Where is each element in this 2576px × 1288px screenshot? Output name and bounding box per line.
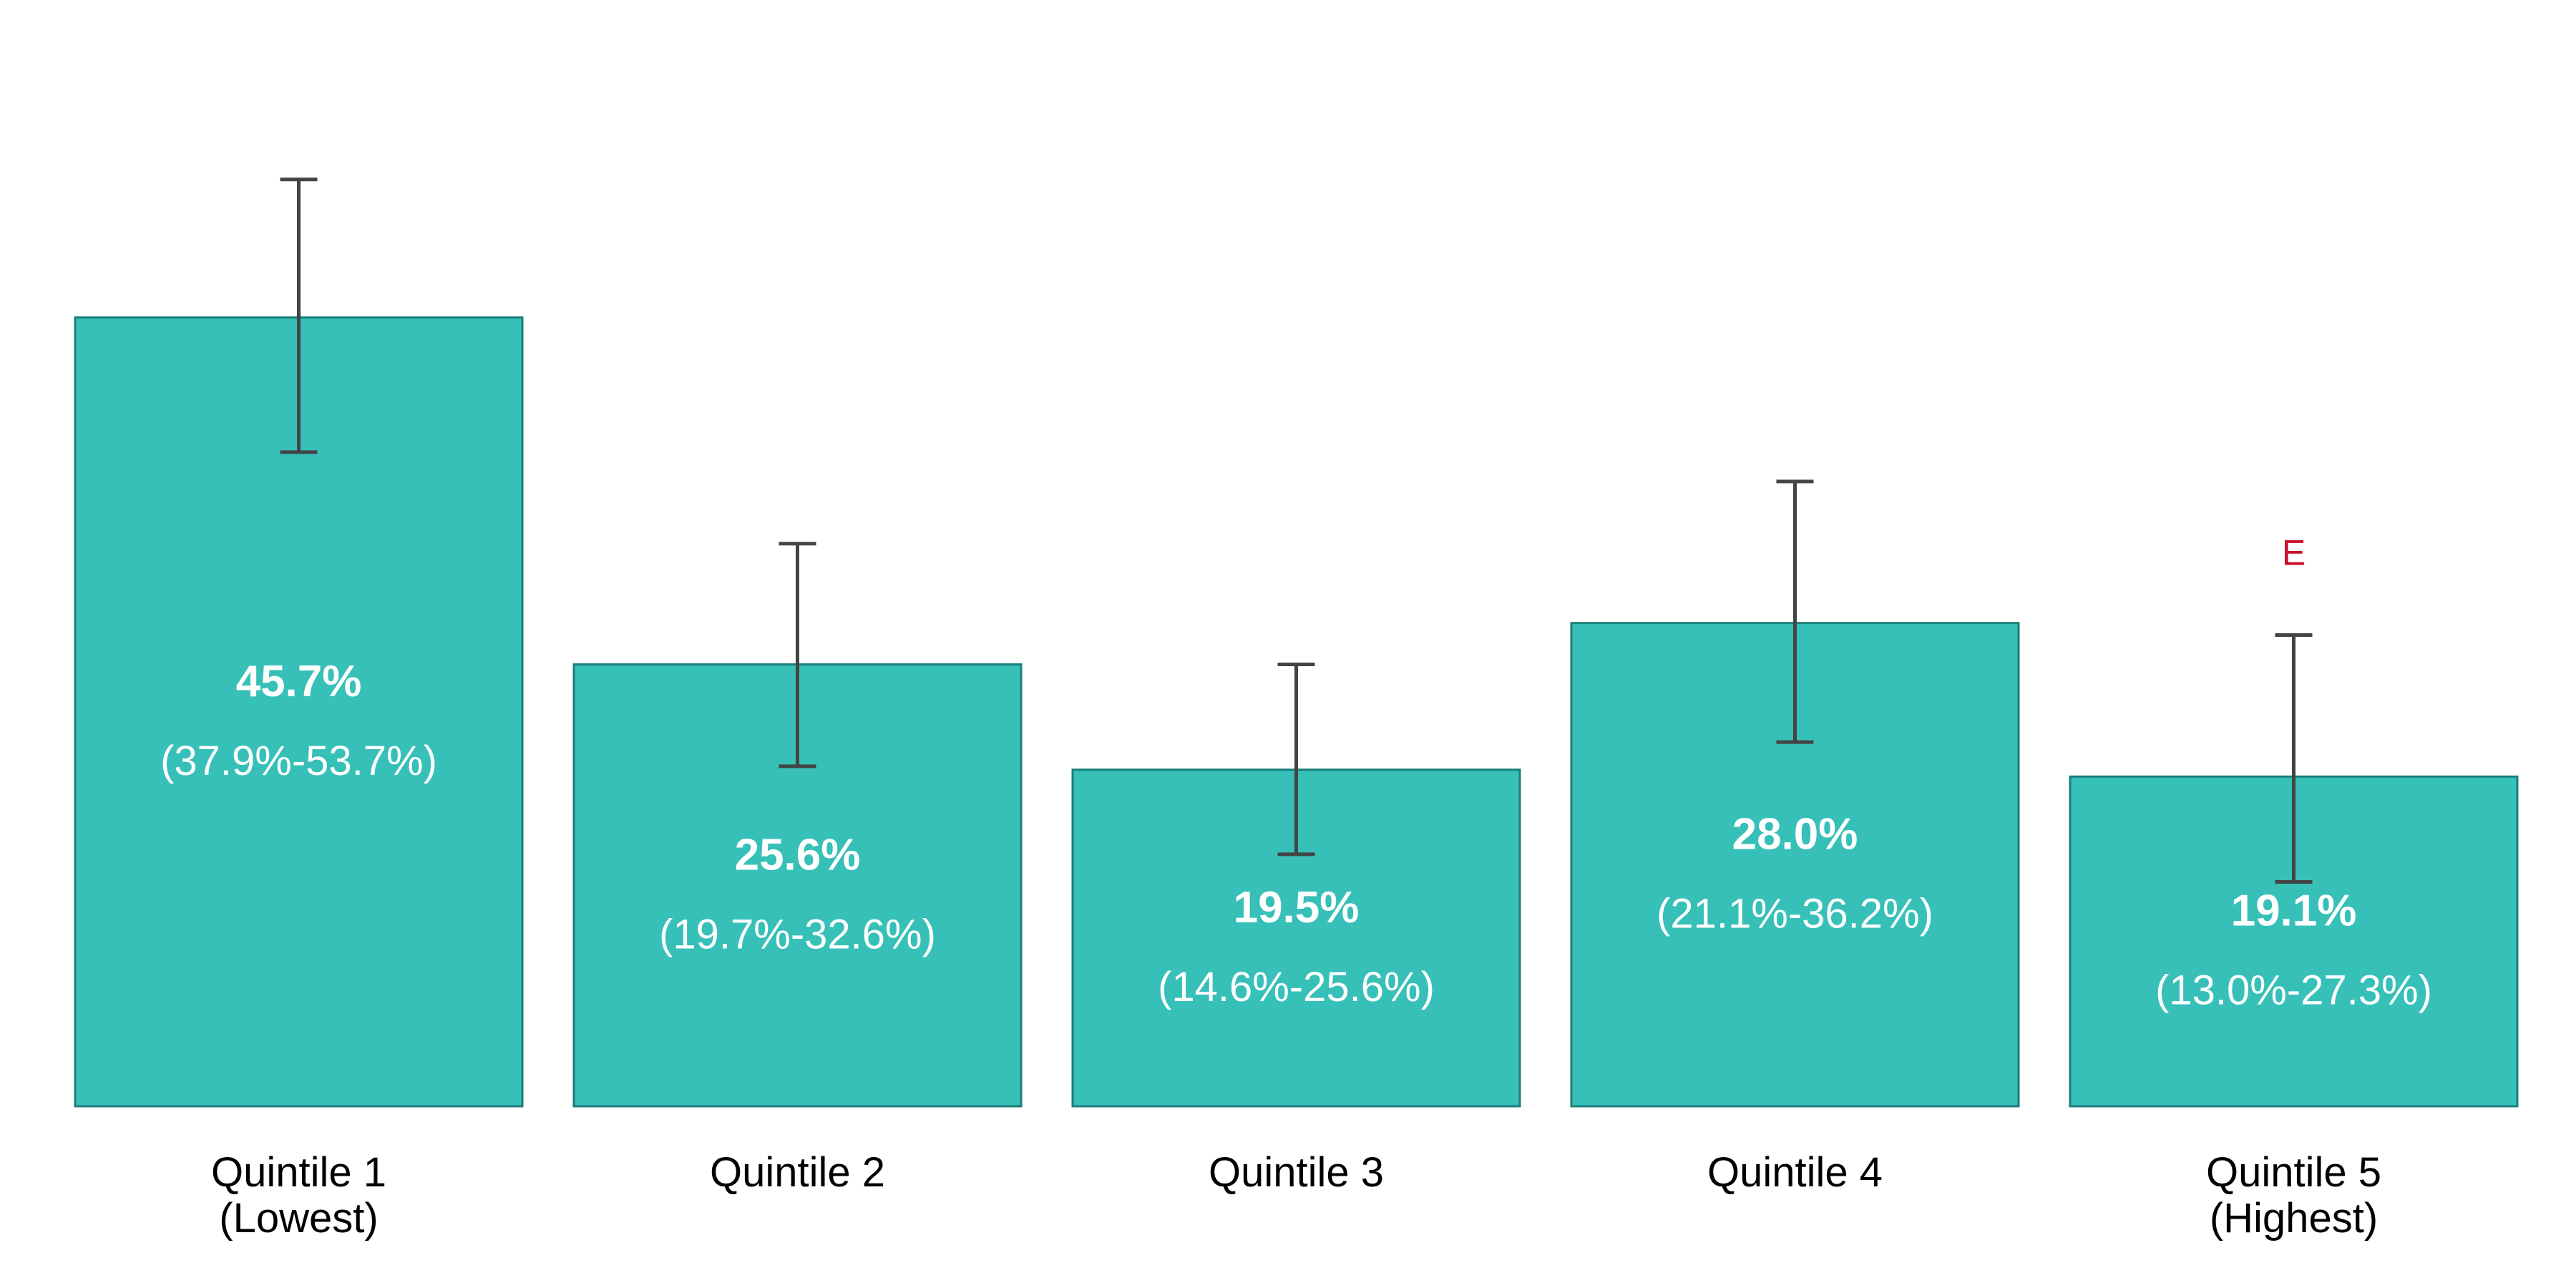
value-label-1: 45.7% — [236, 657, 362, 706]
category-label-2: Quintile 2 — [710, 1149, 885, 1196]
error-bar-1 — [280, 177, 318, 454]
value-label-3: 19.5% — [1234, 883, 1360, 932]
value-label-5: 19.1% — [2231, 887, 2357, 936]
data-labels-group: 45.7% (37.9%-53.7%) 25.6% (19.7%-32.6%) 19.5… — [160, 533, 2432, 1014]
ci-label-4: (21.1%-36.2%) — [1657, 890, 1933, 937]
category-label-1: Quintile 1 — [211, 1149, 386, 1196]
category-label-4: Quintile 4 — [1707, 1149, 1883, 1196]
value-label-4: 28.0% — [1732, 809, 1858, 859]
ci-label-3: (14.6%-25.6%) — [1158, 964, 1435, 1010]
category-label-3: Quintile 3 — [1209, 1149, 1384, 1196]
error-bar-4 — [1776, 479, 1814, 744]
error-bar-2 — [779, 542, 816, 769]
value-label-2: 25.6% — [735, 830, 861, 879]
ci-label-1: (37.9%-53.7%) — [160, 738, 437, 784]
category-label-5: Quintile 5 — [2206, 1149, 2381, 1196]
category-sublabel-1: (Lowest) — [219, 1195, 378, 1241]
error-bar-3 — [1277, 663, 1315, 857]
error-bar-5 — [2275, 633, 2313, 884]
category-labels-group: Quintile 1(Lowest) Quintile 2 Quintile 3 Qu… — [211, 1149, 2381, 1241]
ci-label-5: (13.0%-27.3%) — [2155, 967, 2432, 1014]
category-sublabel-5: (Highest) — [2210, 1195, 2378, 1241]
error-bars-group — [280, 177, 2313, 884]
ci-label-2: (19.7%-32.6%) — [659, 911, 936, 957]
flag-label-5: E — [2282, 533, 2306, 573]
